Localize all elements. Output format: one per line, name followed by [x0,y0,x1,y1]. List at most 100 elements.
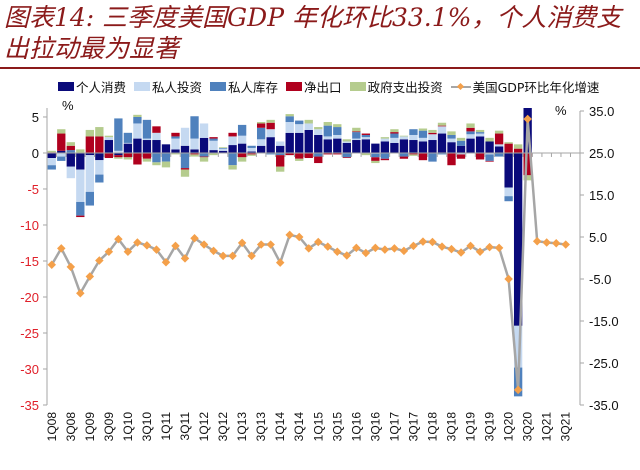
legend-label: 私人投资 [152,80,203,95]
bar-4Q10-s0 [152,140,161,153]
bar-2Q08-s3 [57,133,66,151]
bar-3Q13-s1 [256,139,266,146]
bar-1Q09-s3 [85,136,94,153]
bar-3Q15-s3 [333,152,342,155]
bar-1Q14-s0 [276,145,285,153]
bar-2Q16-s3 [361,133,371,135]
right-tick-label: -5.0 [589,272,611,287]
bar-1Q16-s0 [352,140,361,153]
bar-3Q14-s2 [295,120,304,125]
left-tick-label: -20 [20,290,39,305]
bar-3Q12-s1 [218,148,228,151]
bar-2Q12-s2 [209,138,218,141]
bar-1Q16-s1 [352,138,361,141]
right-tick-label: -25.0 [589,356,619,371]
bar-4Q18-s2 [456,140,466,146]
bar-1Q14-s2 [276,152,285,156]
gdp-point-2Q10 [133,238,142,247]
bar-3Q11-s0 [180,145,190,153]
gdp-point-2Q09 [95,256,104,265]
bar-2Q09-s3 [95,136,104,153]
gdp-point-3Q21 [561,240,570,249]
bar-4Q16-s0 [380,141,390,153]
bar-4Q19-s4 [494,130,504,134]
bar-4Q15-s1 [342,141,351,143]
bar-2Q19-s3 [475,152,485,160]
bar-3Q18-s1 [447,138,456,143]
bar-2Q18-s0 [437,133,447,153]
bar-4Q14-s3 [304,152,313,159]
gdp-point-1Q17 [390,244,399,253]
bar-2Q13-s1 [247,147,256,152]
bar-4Q10-s2 [152,152,161,163]
bar-4Q17-s4 [418,128,428,131]
bar-4Q12-s2 [228,152,237,166]
bar-4Q08-s0 [76,152,85,170]
bar-3Q11-s2 [180,152,190,169]
gdp-point-4Q15 [342,251,352,260]
gdp-point-4Q19 [494,243,504,253]
bar-4Q18-s1 [456,152,466,155]
bar-1Q12-s3 [199,156,209,158]
legend: 个人消费 私人投资 私人库存 净出口 政府支出投资 美国GDP环比年化增速 [58,77,599,96]
bar-2Q15-s1 [323,136,332,140]
bar-1Q08-s2 [47,165,56,170]
legend-label: 政府支出投资 [367,80,443,95]
bar-1Q20-s4 [504,142,513,144]
bar-2Q09-s1 [95,160,104,175]
bar-3Q11-s3 [180,168,190,170]
bar-4Q11-s0 [190,149,199,153]
gdp-point-3Q15 [333,247,342,256]
bar-1Q14-s1 [276,141,285,146]
gdp-point-4Q11 [190,234,199,243]
bar-1Q20-s3 [504,143,513,153]
gdp-point-3Q14 [294,232,304,242]
right-tick-label: 25.0 [589,146,614,161]
gdp-point-2Q16 [361,248,371,258]
bar-1Q10-s1 [123,142,133,144]
bar-4Q08-s2 [76,201,85,216]
bar-2Q15-s2 [323,125,332,137]
gdp-point-3Q18 [447,244,456,254]
bar-3Q16-s3 [371,157,380,161]
gdp-point-3Q13 [256,240,266,249]
bar-1Q17-s2 [390,133,399,138]
bar-4Q15-s0 [342,142,351,153]
bar-3Q18-s2 [447,134,456,139]
gdp-point-3Q17 [409,241,418,251]
x-tick-label: 1Q15 [311,412,325,442]
bar-2Q16-s0 [361,139,371,153]
bar-2Q15-s4 [323,122,332,126]
gdp-point-4Q18 [456,248,466,257]
legend-label: 个人消费 [76,80,127,95]
gdp-point-1Q11 [161,257,171,267]
x-tick-label: 1Q09 [83,412,97,442]
bar-1Q18-s3 [428,132,437,135]
bar-4Q17-s2 [418,130,428,138]
gdp-point-3Q19 [485,242,494,252]
bar-3Q18-s3 [447,152,456,166]
left-tick-label: 0 [32,146,39,161]
bar-2Q17-s1 [399,136,409,140]
gdp-point-3Q09 [104,247,114,256]
gdp-point-3Q08 [66,262,76,272]
gdp-point-2Q11 [171,241,180,251]
bar-3Q18-s0 [447,142,456,153]
x-tick-label: 1Q12 [197,412,211,442]
bar-3Q12-s4 [218,147,228,148]
bar-3Q14-s3 [295,152,304,159]
bar-3Q09-s3 [104,152,114,159]
bar-4Q18-s0 [456,145,466,153]
legend-item-gdp-growth: 美国GDP环比年化增速 [450,77,599,96]
bar-3Q11-s1 [180,127,190,146]
bar-2Q14-s2 [285,116,294,123]
bar-3Q20-s3 [523,152,532,176]
bar-2Q11-s2 [171,136,180,139]
gdp-point-2Q14 [285,230,294,240]
bar-1Q15-s1 [314,129,323,135]
gdp-point-2Q13 [247,251,256,261]
bar-3Q14-s4 [295,158,304,161]
right-tick-label: 15.0 [589,188,614,203]
bar-1Q08-s0 [47,152,56,159]
